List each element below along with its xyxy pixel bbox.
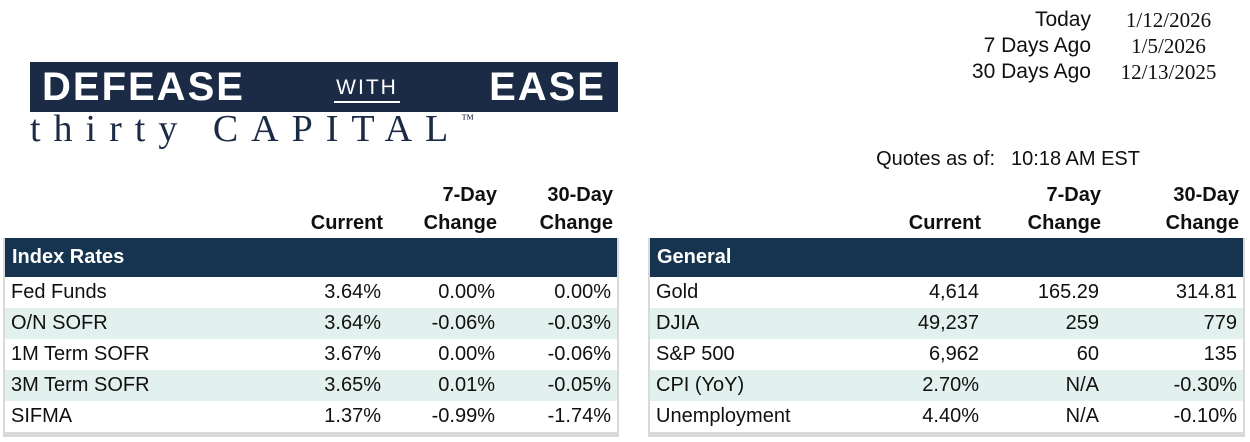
column-header-7day: 7-Day — [442, 184, 497, 206]
table-row: Unemployment 4.40% N/A -0.10% — [650, 401, 1243, 432]
row-value: 779 — [1203, 312, 1237, 334]
row-value: 49,237 — [917, 312, 979, 334]
date-reference-block: Today 1/12/2026 7 Days Ago 1/5/2026 30 D… — [921, 7, 1236, 85]
column-header-30day-change: Change — [539, 212, 613, 234]
column-header-30day-change: Change — [1165, 212, 1239, 234]
row-value: -0.30% — [1173, 374, 1237, 396]
logo-tagline: thirty CAPITAL™ — [30, 110, 650, 148]
index-rates-table: Index Rates Fed Funds 3.64% 0.00% 0.00% O/N … — [3, 238, 619, 437]
row-value: -0.10% — [1173, 405, 1237, 427]
index-rates-column-headers: 7-Day 30-Day Current Change Change — [3, 181, 619, 237]
table-row: 3M Term SOFR 3.65% 0.01% -0.05% — [5, 370, 617, 401]
column-header-7day-change: Change — [1027, 212, 1101, 234]
index-rates-rows: Fed Funds 3.64% 0.00% 0.00% O/N SOFR 3.64% -0.… — [5, 277, 617, 432]
row-value: 3.64% — [324, 281, 381, 303]
row-value: 165.29 — [1037, 281, 1099, 303]
column-header-7day-change: Change — [423, 212, 497, 234]
table-row: O/N SOFR 3.64% -0.06% -0.03% — [5, 308, 617, 339]
general-column-headers: 7-Day 30-Day Current Change Change — [648, 181, 1245, 237]
logo-word-defease: DEFEASE — [42, 65, 245, 109]
date-value-7-days-ago: 1/5/2026 — [1131, 34, 1206, 58]
logo-box: DEFEASE WITH EASE — [30, 62, 618, 112]
section-header-index-rates: Index Rates — [5, 238, 617, 277]
row-value: 3.65% — [324, 374, 381, 396]
row-label: Gold — [656, 281, 699, 303]
row-value: 3.67% — [324, 343, 381, 365]
row-value: -0.05% — [547, 374, 611, 396]
row-label: DJIA — [656, 312, 700, 334]
logo-word-ease: EASE — [489, 65, 606, 109]
table-row: Fed Funds 3.64% 0.00% 0.00% — [5, 277, 617, 308]
row-label: CPI (YoY) — [656, 374, 745, 396]
row-value: -0.03% — [547, 312, 611, 334]
date-value-today: 1/12/2026 — [1125, 8, 1212, 32]
section-header-general: General — [650, 238, 1243, 277]
row-label: SIFMA — [11, 405, 73, 427]
row-value: 4.40% — [922, 405, 979, 427]
row-label: Fed Funds — [11, 281, 107, 303]
row-label: 1M Term SOFR — [11, 343, 150, 365]
row-value: 0.00% — [438, 343, 495, 365]
column-header-30day: 30-Day — [547, 184, 613, 206]
row-value: -1.74% — [547, 405, 611, 427]
row-value: -0.06% — [431, 312, 495, 334]
column-header-7day: 7-Day — [1046, 184, 1101, 206]
row-label: S&P 500 — [656, 343, 735, 365]
table-row: SIFMA 1.37% -0.99% -1.74% — [5, 401, 617, 432]
row-value: -0.06% — [547, 343, 611, 365]
row-value: 3.64% — [324, 312, 381, 334]
row-value: N/A — [1065, 405, 1099, 427]
column-header-30day: 30-Day — [1173, 184, 1239, 206]
row-value: 1.37% — [324, 405, 381, 427]
table-row: Gold 4,614 165.29 314.81 — [650, 277, 1243, 308]
row-value: 314.81 — [1175, 281, 1237, 303]
logo-tagline-text: thirty CAPITAL — [30, 108, 462, 150]
trademark-symbol: ™ — [461, 111, 475, 126]
row-label: Unemployment — [656, 405, 791, 427]
logo-word-with: WITH — [334, 77, 400, 103]
row-value: 6,962 — [928, 343, 979, 365]
table-row: S&P 500 6,962 60 135 — [650, 339, 1243, 370]
row-value: 0.01% — [438, 374, 495, 396]
row-value: 4,614 — [928, 281, 979, 303]
quotes-as-of-label: Quotes as of: — [876, 148, 996, 170]
table-row: 1M Term SOFR 3.67% 0.00% -0.06% — [5, 339, 617, 370]
date-label-30-days-ago: 30 Days Ago — [971, 60, 1091, 83]
date-value-30-days-ago: 12/13/2025 — [1120, 60, 1217, 84]
row-value: 259 — [1065, 312, 1099, 334]
row-value: 0.00% — [554, 281, 611, 303]
date-label-7-days-ago: 7 Days Ago — [983, 34, 1091, 57]
row-value: 2.70% — [922, 374, 979, 396]
row-value: 0.00% — [438, 281, 495, 303]
row-value: -0.99% — [431, 405, 495, 427]
row-label: 3M Term SOFR — [11, 374, 150, 396]
row-value: 60 — [1076, 343, 1099, 365]
table-row: CPI (YoY) 2.70% N/A -0.30% — [650, 370, 1243, 401]
quotes-as-of: Quotes as of: 10:18 AM EST — [876, 148, 1140, 171]
quotes-as-of-value: 10:18 AM EST — [1011, 148, 1140, 170]
row-value: N/A — [1065, 374, 1099, 396]
date-label-today: Today — [1034, 8, 1091, 31]
row-value: 135 — [1203, 343, 1237, 365]
row-label: O/N SOFR — [11, 312, 108, 334]
general-rows: Gold 4,614 165.29 314.81 DJIA 49,237 259 779 S&P… — [650, 277, 1243, 432]
table-row: DJIA 49,237 259 779 — [650, 308, 1243, 339]
column-header-current: Current — [310, 212, 383, 234]
general-table: General Gold 4,614 165.29 314.81 DJIA 49,237 2… — [648, 238, 1245, 437]
column-header-current: Current — [908, 212, 981, 234]
